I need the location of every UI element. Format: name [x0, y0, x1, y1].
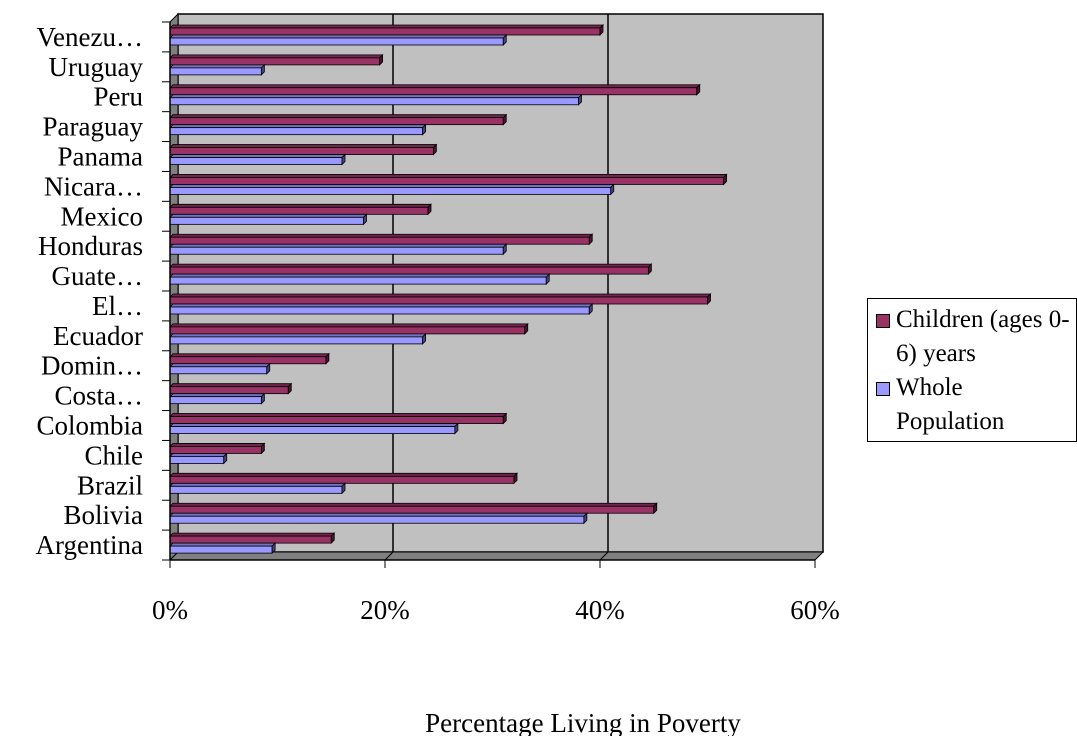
bar-whole-population — [169, 243, 508, 256]
category-label: Guate… — [52, 261, 143, 291]
x-tick-label: 0% — [152, 595, 188, 625]
category-label: Uruguay — [49, 52, 144, 82]
bar-whole-population — [169, 273, 551, 286]
legend-swatch-whole-population — [876, 382, 890, 396]
bar-children — [169, 113, 508, 126]
category-label: Venezu… — [37, 22, 143, 52]
x-tick-label: 40% — [575, 595, 625, 625]
bar-children — [169, 24, 604, 36]
x-axis-title: Percentage Living in Poverty — [425, 708, 741, 736]
category-label: Paraguay — [43, 112, 144, 142]
bar-children — [169, 502, 658, 515]
bar-children — [169, 532, 336, 545]
legend: Children (ages 0-6) years Whole Populati… — [867, 298, 1077, 442]
bar-children — [169, 173, 728, 186]
bar-whole-population — [169, 362, 271, 375]
bar-whole-population — [169, 542, 277, 555]
axes — [162, 21, 816, 568]
bar-whole-population — [169, 213, 368, 226]
bar-children — [169, 382, 293, 395]
x-tick-label: 20% — [360, 595, 410, 625]
bar-children — [169, 83, 701, 96]
category-label: Domin… — [41, 351, 143, 381]
category-label: Peru — [94, 82, 144, 112]
category-label: Bolivia — [64, 500, 144, 530]
bar-whole-population — [169, 34, 508, 46]
category-label: Argentina — [36, 530, 143, 560]
category-label: Chile — [85, 440, 144, 470]
category-label: El… — [92, 291, 143, 321]
bar-children — [169, 233, 594, 246]
category-label: Panama — [58, 142, 143, 172]
bar-whole-population — [169, 63, 266, 76]
bar-whole-population — [169, 153, 346, 166]
bar-whole-population — [169, 303, 594, 315]
bar-children — [169, 352, 330, 365]
bar-whole-population — [169, 452, 228, 465]
bar-children — [169, 322, 529, 335]
category-label: Brazil — [77, 470, 143, 500]
category-label: Nicara… — [44, 171, 143, 201]
x-tick-labels: 0% 20% 40% 60% — [152, 595, 840, 625]
bar-whole-population — [169, 332, 427, 345]
bar-whole-population — [169, 123, 427, 136]
bar-children — [169, 412, 508, 425]
legend-entry-children: Children (ages 0-6) years — [876, 303, 1076, 371]
bar-whole-population — [169, 93, 583, 106]
bar-children — [169, 442, 266, 455]
bar-whole-population — [169, 512, 588, 525]
bar-children — [169, 472, 518, 485]
category-label: Mexico — [61, 201, 143, 231]
floor-gridline — [599, 551, 609, 561]
x-tick-label: 60% — [790, 595, 840, 625]
legend-label-whole-population: Whole Population — [896, 374, 1005, 435]
category-label: Ecuador — [53, 321, 143, 351]
bar-whole-population — [169, 422, 459, 435]
bar-whole-population — [169, 392, 266, 405]
legend-label-children: Children (ages 0-6) years — [896, 306, 1070, 367]
category-label: Costa… — [54, 381, 143, 411]
bar-children — [169, 203, 432, 216]
bar-children — [169, 263, 653, 276]
bar-children — [169, 293, 712, 305]
category-label: Colombia — [37, 411, 144, 441]
category-label: Honduras — [38, 231, 143, 261]
bar-whole-population — [169, 482, 346, 495]
bar-children — [169, 53, 384, 66]
bar-children — [169, 143, 438, 156]
legend-entry-whole-population: Whole Population — [876, 371, 1076, 439]
bar-whole-population — [169, 183, 615, 196]
legend-swatch-children — [876, 314, 890, 328]
category-labels: ArgentinaBoliviaBrazilChileColombiaCosta… — [36, 22, 144, 560]
floor-gridline — [384, 551, 394, 561]
